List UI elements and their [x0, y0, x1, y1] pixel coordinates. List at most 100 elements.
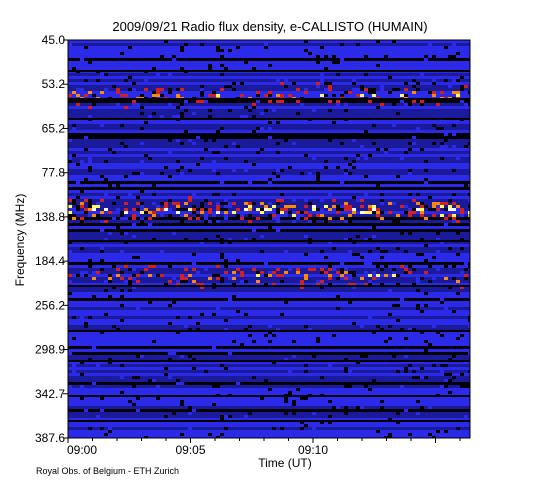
spectrogram-cell [380, 193, 384, 196]
spectrogram-cell [136, 292, 140, 295]
spectrogram-cell [376, 304, 380, 307]
spectrogram-cell [84, 208, 88, 211]
spectrogram-cell [268, 178, 272, 181]
spectrogram-cell [100, 259, 104, 262]
spectrogram-cell [356, 199, 360, 202]
spectrogram-cell [164, 40, 168, 43]
spectrogram-cell [172, 100, 176, 103]
y-tick-label: 53.2 [42, 77, 66, 91]
spectrogram-cell [296, 190, 300, 193]
spectrogram-cell [440, 214, 444, 217]
spectrogram-cell [404, 337, 408, 340]
spectrogram-cell [300, 217, 304, 220]
y-tick-label: 65.2 [42, 121, 66, 135]
spectrogram-cell [440, 385, 444, 388]
spectrogram-cell [284, 211, 288, 214]
spectrogram-row [68, 250, 470, 253]
spectrogram-cell [176, 256, 180, 259]
spectrogram-cell [200, 283, 204, 286]
spectrogram-cell [392, 274, 396, 277]
spectrogram-cell [156, 205, 160, 208]
spectrogram-cell [80, 361, 84, 364]
spectrogram-cell [172, 352, 176, 355]
spectrogram-cell [248, 208, 252, 211]
spectrogram-cell [116, 103, 120, 106]
spectrogram-cell [220, 208, 224, 211]
spectrogram-cell [440, 91, 444, 94]
spectrogram-cell [400, 205, 404, 208]
spectrogram-cell [456, 298, 460, 301]
spectrogram-cell [84, 178, 88, 181]
spectrogram-cell [172, 367, 176, 370]
spectrogram-cell [120, 277, 124, 280]
spectrogram-cell [88, 148, 92, 151]
spectrogram-cell [384, 274, 388, 277]
spectrogram-cell [344, 370, 348, 373]
spectrogram-cell [348, 271, 352, 274]
spectrogram-cell [228, 298, 232, 301]
spectrogram-cell [188, 169, 192, 172]
spectrogram-cell [96, 271, 100, 274]
spectrogram-cell [136, 280, 140, 283]
spectrogram-cell [444, 217, 448, 220]
spectrogram-cell [124, 217, 128, 220]
spectrogram-cell [452, 76, 456, 79]
spectrogram-cell [108, 55, 112, 58]
spectrogram-cell [192, 211, 196, 214]
spectrogram-cell [416, 127, 420, 130]
spectrogram-cell [180, 208, 184, 211]
spectrogram-row [68, 172, 470, 175]
spectrogram-cell [148, 217, 152, 220]
spectrogram-cell [348, 163, 352, 166]
spectrogram-cell [280, 193, 284, 196]
x-axis: 09:00 09:05 09:10 [67, 438, 461, 457]
spectrogram-cell [96, 391, 100, 394]
spectrogram-cell [388, 313, 392, 316]
spectrogram-cell [312, 175, 316, 178]
spectrogram-cell [320, 256, 324, 259]
spectrogram-cell [184, 43, 188, 46]
spectrogram-cell [416, 280, 420, 283]
spectrogram-cell [80, 217, 84, 220]
spectrogram-cell [148, 274, 152, 277]
spectrogram-cell [176, 211, 180, 214]
spectrogram-cell [444, 133, 448, 136]
spectrogram-cell [164, 283, 168, 286]
spectrogram-cell [300, 280, 304, 283]
spectrogram-cell [84, 325, 88, 328]
spectrogram-cell [332, 199, 336, 202]
spectrogram-cell [460, 385, 464, 388]
spectrogram-cell [408, 271, 412, 274]
spectrogram-cell [208, 154, 212, 157]
spectrogram-cell [412, 199, 416, 202]
spectrogram-cell [280, 346, 284, 349]
spectrogram-cell [276, 214, 280, 217]
spectrogram-cell [436, 304, 440, 307]
spectrogram-cell [380, 202, 384, 205]
spectrogram-cell [420, 103, 424, 106]
y-tick-label: 45.0 [42, 33, 66, 47]
spectrogram-cell [452, 43, 456, 46]
spectrogram-cell [332, 247, 336, 250]
y-tick-label: 77.8 [42, 166, 66, 180]
spectrogram-cell [384, 211, 388, 214]
spectrogram-cell [156, 91, 160, 94]
spectrogram-cell [284, 265, 288, 268]
spectrogram-cell [260, 202, 264, 205]
spectrogram-cell [204, 148, 208, 151]
spectrogram-cell [224, 217, 228, 220]
spectrogram-cell [440, 310, 444, 313]
spectrogram-row [68, 349, 470, 352]
spectrogram-cell [436, 103, 440, 106]
spectrogram-cell [364, 55, 368, 58]
spectrogram-cell [272, 217, 276, 220]
spectrogram-cell [88, 208, 92, 211]
spectrogram-row [68, 166, 470, 169]
spectrogram-cell [316, 274, 320, 277]
spectrogram-cell [436, 250, 440, 253]
spectrogram-cell [172, 277, 176, 280]
spectrogram-cell [312, 412, 316, 415]
spectrogram-cell [268, 340, 272, 343]
spectrogram-cell [80, 58, 84, 61]
spectrogram-cell [440, 157, 444, 160]
